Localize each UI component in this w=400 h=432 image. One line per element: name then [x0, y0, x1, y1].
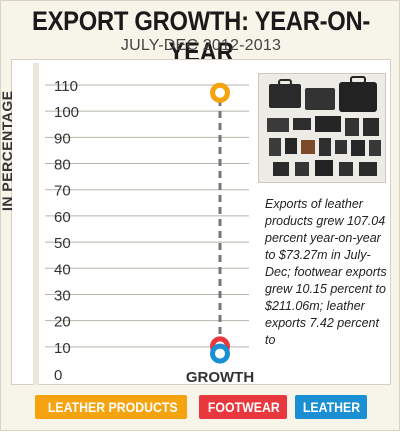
- data-point-leather: [210, 343, 230, 364]
- legend-label: FOOTWEAR: [207, 399, 280, 415]
- x-category-label: GROWTH: [186, 369, 254, 386]
- legend-item-leather-products: LEATHER PRODUCTS: [35, 395, 187, 419]
- legend-item-footwear: FOOTWEAR: [199, 395, 287, 419]
- y-axis-bar: [33, 63, 39, 385]
- y-tick-label: 110: [54, 78, 78, 95]
- y-tick-label: 80: [54, 157, 71, 174]
- y-tick-label: 10: [54, 340, 71, 357]
- y-tick-label: 60: [54, 209, 71, 226]
- description-caption: Exports of leather products grew 107.04 …: [265, 197, 387, 347]
- legend-label: LEATHER PRODUCTS: [47, 399, 178, 415]
- y-tick-label: 100: [54, 104, 79, 121]
- leather-goods-photo: [258, 73, 386, 183]
- y-tick-label: 90: [54, 130, 71, 147]
- legend-label: LEATHER: [302, 399, 361, 415]
- legend: LEATHER PRODUCTS FOOTWEAR LEATHER: [1, 395, 400, 425]
- legend-item-leather: LEATHER: [295, 395, 367, 419]
- y-tick-label: 0: [54, 367, 62, 384]
- y-tick-label: 70: [54, 183, 71, 200]
- data-point-leather-products: [210, 82, 230, 103]
- chart-subtitle: JULY-DEC 2012-2013: [120, 37, 282, 54]
- y-tick-label: 40: [54, 261, 71, 278]
- y-tick-label: 50: [54, 235, 71, 252]
- y-tick-label: 20: [54, 314, 71, 331]
- chart-title: EXPORT GROWTH: YEAR-ON-YEAR: [31, 6, 371, 67]
- y-tick-label: 30: [54, 287, 71, 304]
